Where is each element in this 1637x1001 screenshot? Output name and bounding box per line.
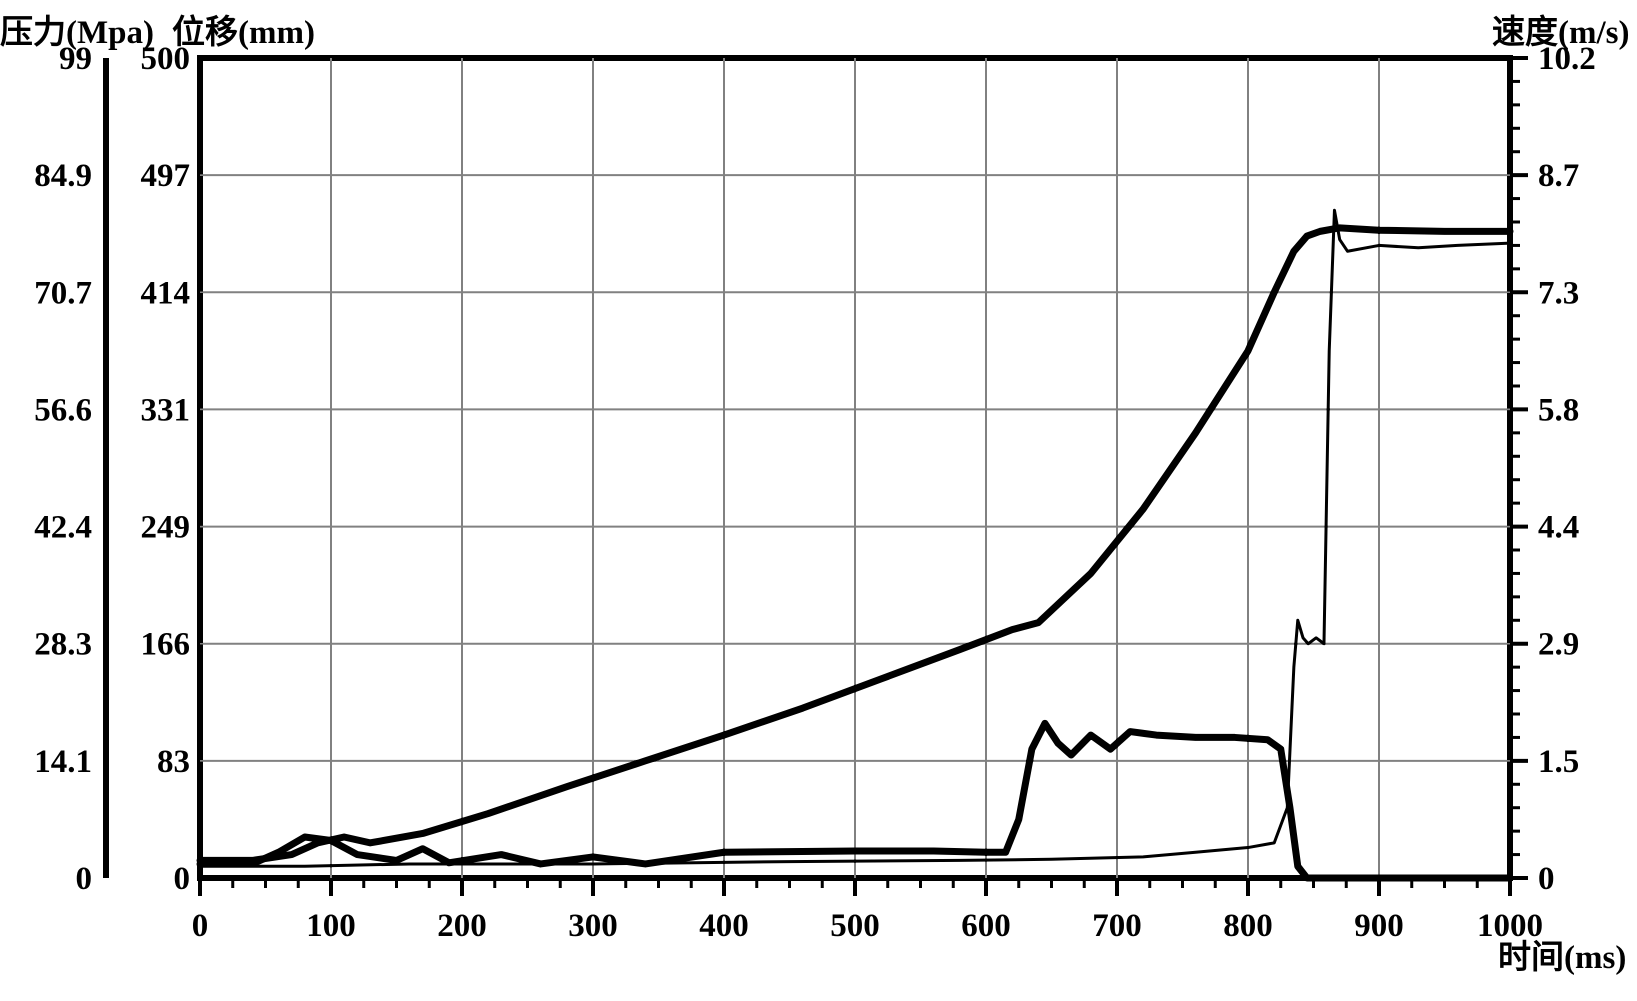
y1-tick-label: 0 xyxy=(76,861,93,897)
y3-tick-label: 1.5 xyxy=(1538,744,1579,780)
x-tick-label: 200 xyxy=(437,908,487,944)
y2-tick-label: 0 xyxy=(174,861,191,897)
x-tick-label: 900 xyxy=(1354,908,1404,944)
y2-tick-label: 500 xyxy=(141,41,191,77)
x-tick-label: 800 xyxy=(1223,908,1273,944)
y2-tick-label: 331 xyxy=(141,392,191,428)
x-tick-label: 1000 xyxy=(1477,908,1543,944)
y1-tick-label: 28.3 xyxy=(34,627,92,663)
y2-tick-label: 249 xyxy=(141,510,191,546)
y1-tick-label: 42.4 xyxy=(34,510,92,546)
x-tick-label: 100 xyxy=(306,908,356,944)
x-tick-label: 300 xyxy=(568,908,618,944)
x-tick-label: 600 xyxy=(961,908,1011,944)
y2-tick-label: 414 xyxy=(141,275,191,311)
y3-tick-label: 4.4 xyxy=(1538,510,1579,546)
y1-tick-label: 56.6 xyxy=(34,392,92,428)
x-tick-label: 0 xyxy=(192,908,209,944)
y3-tick-label: 2.9 xyxy=(1538,627,1579,663)
y1-tick-label: 14.1 xyxy=(34,744,92,780)
y2-tick-label: 166 xyxy=(141,627,191,663)
x-tick-label: 500 xyxy=(830,908,880,944)
x-tick-label: 400 xyxy=(699,908,749,944)
y3-tick-label: 7.3 xyxy=(1538,275,1579,311)
y1-tick-label: 84.9 xyxy=(34,158,92,194)
y3-tick-label: 8.7 xyxy=(1538,158,1579,194)
chart-svg: 0 100 200 300 400 500 600 700 800 900 1000 0 14.1 28.… xyxy=(0,0,1637,1001)
y2-tick-label: 83 xyxy=(157,744,190,780)
y3-tick-label: 10.2 xyxy=(1538,41,1596,77)
y3-tick-label: 0 xyxy=(1538,861,1555,897)
x-tick-label: 700 xyxy=(1092,908,1142,944)
y3-tick-label: 5.8 xyxy=(1538,392,1579,428)
y2-tick-label: 497 xyxy=(141,158,191,194)
chart-container: 压力(Mpa) 位移(mm) 速度(m/s) 时间(ms) 0100200300… xyxy=(0,0,1637,1001)
y1-tick-label: 99 xyxy=(59,41,92,77)
y1-tick-label: 70.7 xyxy=(34,275,92,311)
